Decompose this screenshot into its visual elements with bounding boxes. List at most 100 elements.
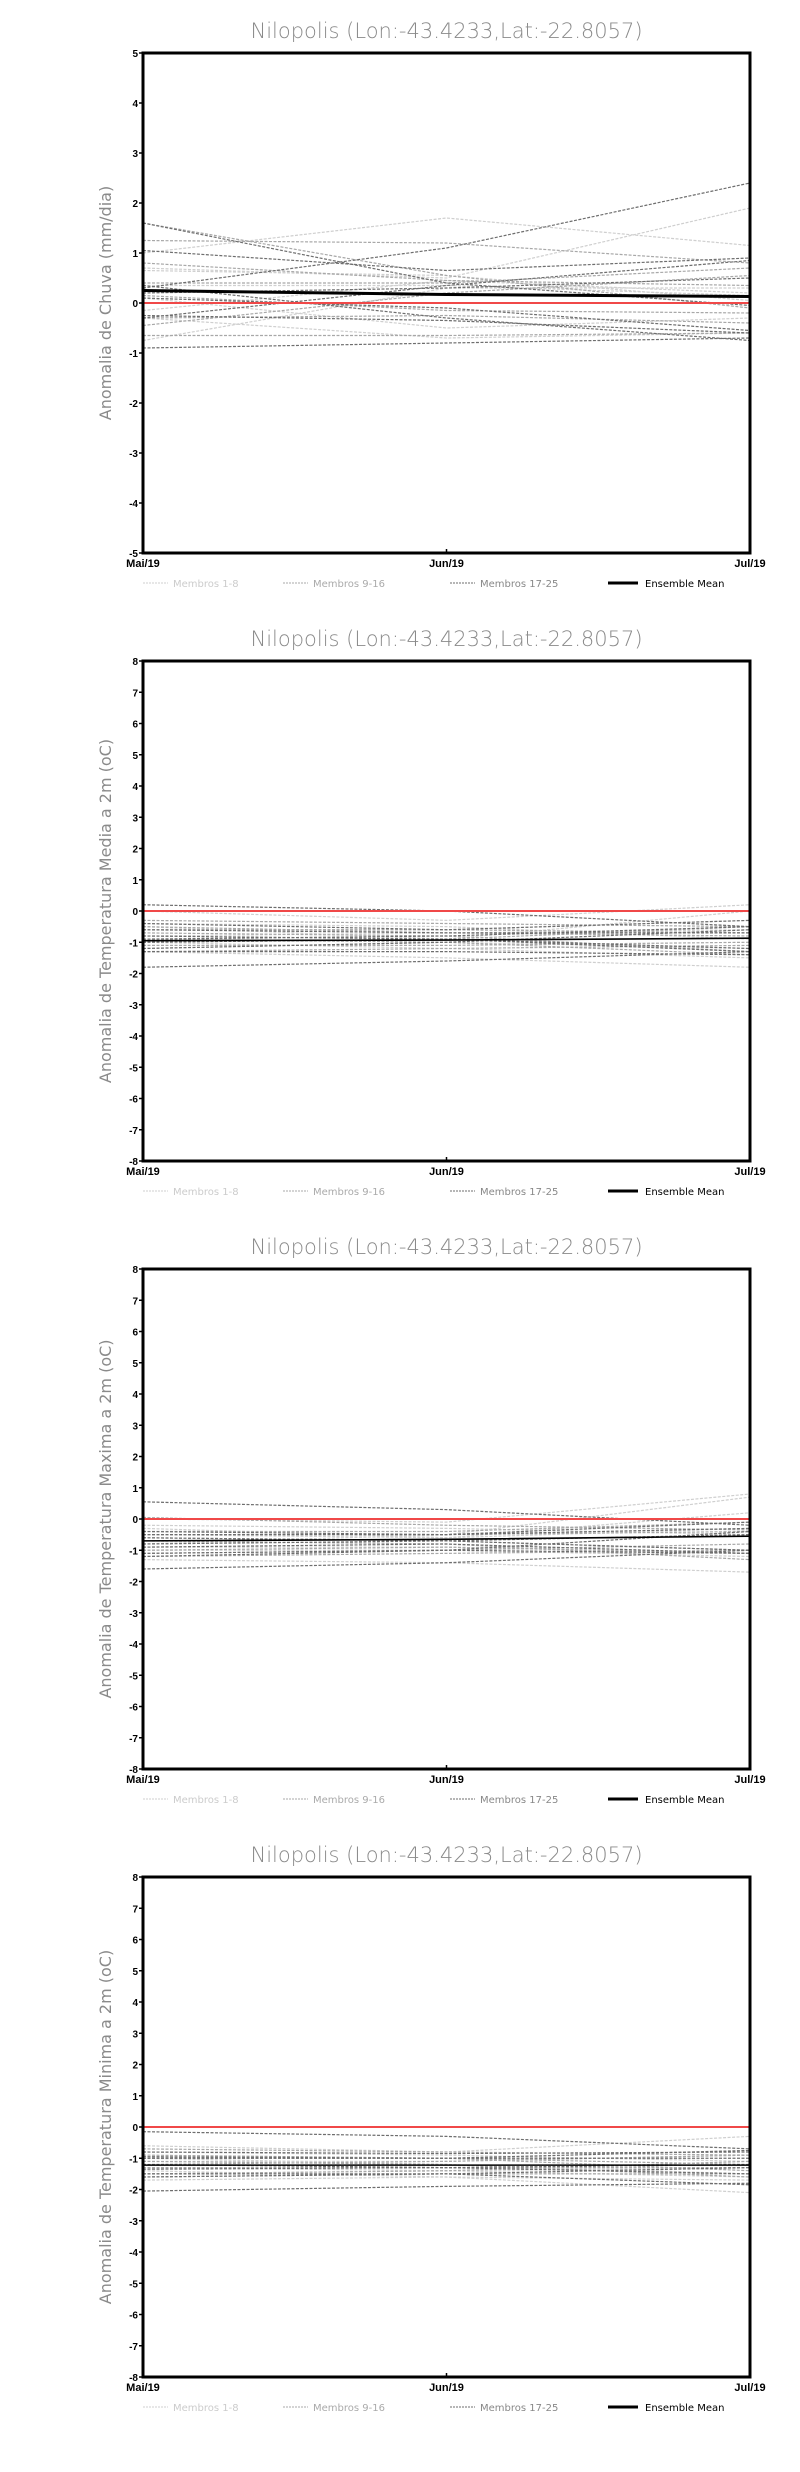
- legend-label: Ensemble Mean: [645, 1795, 724, 1806]
- x-tick-label: Jun/19: [429, 1774, 464, 1786]
- y-tick-label: 7: [132, 1296, 138, 1307]
- chart-title: Nilopolis (Lon:-43.4233,Lat:-22.8057): [250, 1235, 642, 1259]
- member-line-3: [142, 951, 751, 968]
- member-line-17: [142, 2131, 751, 2150]
- y-tick-label: -6: [129, 1095, 138, 1106]
- member-line-12: [142, 1549, 751, 1558]
- member-line-21: [142, 2151, 751, 2155]
- legend-label: Membros 17-25: [480, 579, 558, 590]
- member-line-19: [142, 926, 751, 940]
- y-tick-label: 5: [132, 1967, 138, 1978]
- member-line-16: [142, 274, 751, 327]
- member-line-15: [142, 1546, 751, 1554]
- y-tick-label: -2: [129, 399, 138, 410]
- legend-item-2: Membros 9-16: [283, 579, 385, 590]
- y-tick-label: -2: [129, 970, 138, 981]
- x-tick-label: Jul/19: [734, 2382, 765, 2394]
- x-tick-label: Mai/19: [126, 558, 160, 570]
- legend-item-1: Membros 1-8: [143, 2403, 239, 2414]
- member-line-14: [142, 262, 751, 287]
- y-tick-label: 8: [132, 657, 138, 668]
- legend-item-3: Membros 17-25: [450, 1795, 558, 1806]
- member-line-22: [142, 1540, 751, 1551]
- legend-item-1: Membros 1-8: [143, 1187, 239, 1198]
- member-line-20: [143, 951, 751, 956]
- member-line-18: [142, 249, 751, 272]
- member-line-23: [142, 935, 751, 950]
- y-tick-label: 5: [132, 49, 138, 60]
- y-tick-label: 6: [132, 1936, 138, 1947]
- legend-label: Membros 1-8: [173, 1187, 239, 1198]
- y-tick-label: -1: [129, 349, 138, 360]
- x-tick-label: Jul/19: [734, 1774, 765, 1786]
- y-tick-label: -1: [129, 2154, 138, 2165]
- legend-label: Membros 9-16: [313, 579, 385, 590]
- y-tick-label: 2: [132, 2061, 138, 2072]
- member-line-10: [142, 239, 751, 264]
- y-axis-label: Anomalia de Chuva (mm/dia): [96, 186, 115, 420]
- y-tick-label: 4: [132, 1390, 138, 1401]
- y-axis-label: Anomalia de Temperatura Minima a 2m (oC): [96, 1950, 115, 2304]
- y-tick-label: 8: [132, 1265, 138, 1276]
- legend-label: Membros 9-16: [313, 2403, 385, 2414]
- legend-item-4: Ensemble Mean: [608, 2403, 724, 2414]
- legend-item-1: Membros 1-8: [143, 579, 239, 590]
- member-line-25: [143, 2167, 751, 2175]
- member-line-2: [142, 207, 751, 279]
- chart-title: Nilopolis (Lon:-43.4233,Lat:-22.8057): [250, 1843, 642, 1867]
- member-line-24: [142, 1527, 751, 1536]
- ensemble-mean-line: [142, 937, 751, 942]
- legend-label: Membros 9-16: [313, 1795, 385, 1806]
- x-tick-label: Jul/19: [734, 1166, 765, 1178]
- x-tick-label: Mai/19: [126, 1774, 160, 1786]
- member-line-24: [142, 919, 751, 931]
- y-tick-label: 2: [132, 1453, 138, 1464]
- y-tick-label: 3: [132, 813, 138, 824]
- y-tick-label: 0: [132, 1515, 138, 1526]
- y-tick-label: -5: [129, 1671, 138, 1682]
- chart-title: Nilopolis (Lon:-43.4233,Lat:-22.8057): [250, 19, 642, 43]
- legend-label: Membros 1-8: [173, 579, 239, 590]
- member-line-25: [142, 297, 751, 332]
- member-line-18: [142, 1549, 751, 1570]
- legend-label: Membros 1-8: [173, 2403, 239, 2414]
- member-line-6: [142, 1527, 751, 1539]
- member-line-21: [142, 929, 750, 934]
- y-tick-label: 1: [132, 1484, 138, 1495]
- member-line-24: [142, 2156, 750, 2159]
- y-tick-label: 1: [132, 876, 138, 887]
- member-line-17: [142, 1501, 751, 1526]
- member-line-11: [143, 267, 751, 284]
- member-line-15: [142, 294, 751, 314]
- y-tick-label: -7: [129, 1734, 138, 1745]
- legend-label: Membros 17-25: [480, 1187, 558, 1198]
- y-tick-label: -7: [129, 2342, 138, 2353]
- y-tick-label: -3: [129, 2217, 138, 2228]
- y-tick-label: -4: [129, 499, 138, 510]
- member-line-21: [142, 284, 751, 342]
- y-tick-label: -3: [129, 1001, 138, 1012]
- x-tick-label: Mai/19: [126, 1166, 160, 1178]
- y-tick-label: 4: [132, 1998, 138, 2009]
- member-line-18: [142, 951, 751, 968]
- chart-panel-4: Nilopolis (Lon:-43.4233,Lat:-22.8057) Ano…: [96, 1843, 766, 2414]
- y-tick-label: -4: [129, 1640, 138, 1651]
- member-line-11: [142, 919, 751, 928]
- legend-item-4: Ensemble Mean: [608, 1187, 724, 1198]
- y-tick-label: -6: [129, 2311, 138, 2322]
- chart-panel-2: Nilopolis (Lon:-43.4233,Lat:-22.8057) Ano…: [96, 627, 766, 1198]
- y-tick-label: -1: [129, 938, 138, 949]
- member-line-24: [142, 259, 751, 319]
- y-tick-label: -3: [129, 1609, 138, 1620]
- y-tick-label: -2: [129, 1578, 138, 1589]
- member-line-11: [143, 1521, 751, 1533]
- member-line-3: [142, 1559, 751, 1573]
- member-line-13: [143, 332, 751, 337]
- y-tick-label: -6: [129, 1703, 138, 1714]
- legend-item-1: Membros 1-8: [143, 1795, 239, 1806]
- chart-title: Nilopolis (Lon:-43.4233,Lat:-22.8057): [250, 627, 642, 651]
- y-tick-label: -4: [129, 1032, 138, 1043]
- legend-label: Ensemble Mean: [645, 1187, 724, 1198]
- member-line-12: [142, 944, 751, 953]
